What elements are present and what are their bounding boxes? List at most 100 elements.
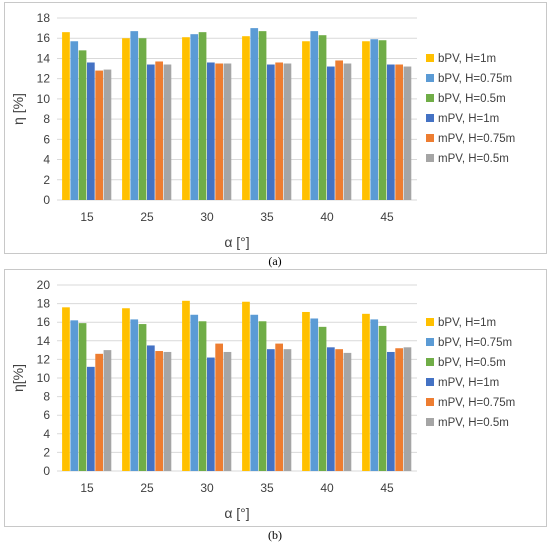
y-tick-label: 6 (43, 408, 50, 422)
y-tick-label: 0 (43, 193, 50, 207)
x-tick-label: 40 (320, 481, 334, 495)
bar (267, 64, 275, 200)
bar (87, 62, 95, 200)
legend-label: bPV, H=0.5m (438, 357, 506, 369)
x-tick-label: 25 (140, 481, 154, 495)
bar (318, 35, 327, 200)
x-tick-label: 45 (380, 481, 394, 495)
bar (122, 38, 130, 200)
chart-panel-b: 0 2 4 6 8 10 12 14 16 18 20 15 25 30 35 40 45 α [°] η[%] bP… (4, 269, 547, 527)
bar (78, 323, 87, 471)
x-axis-title: α [°] (224, 234, 249, 250)
y-tick-label: 12 (37, 72, 51, 86)
bar (190, 314, 199, 471)
bar (362, 313, 370, 471)
bar (147, 345, 155, 471)
bar (190, 34, 199, 200)
legend-label: mPV, H=1m (438, 113, 499, 125)
chart-b-svg: 0 2 4 6 8 10 12 14 16 18 20 15 25 30 35 40 45 α [°] η[%] bP… (10, 278, 515, 521)
bar (378, 325, 387, 471)
bar (370, 39, 379, 200)
y-tick-label: 6 (43, 132, 50, 146)
bar (283, 63, 292, 200)
bar (70, 41, 79, 200)
bar (138, 38, 147, 200)
y-tick-label: 18 (37, 11, 51, 25)
bar (403, 347, 412, 471)
y-tick-label: 8 (43, 112, 50, 126)
bar (275, 343, 283, 471)
legend-label: mPV, H=0.75m (438, 133, 515, 145)
legend-label: bPV, H=0.5m (438, 93, 506, 105)
bar (362, 41, 370, 200)
y-tick-label: 2 (43, 445, 50, 459)
bar (310, 318, 319, 471)
x-tick-label: 35 (260, 210, 274, 224)
bar (182, 37, 190, 200)
bar (103, 69, 112, 200)
chart-a-svg: 0 2 4 6 8 10 12 14 16 18 15 25 30 35 40 45 α [°] η [%] bPV… (10, 11, 515, 250)
bar (283, 349, 292, 471)
legend-label: mPV, H=0.5m (438, 417, 509, 429)
y-tick-label: 14 (37, 51, 51, 65)
x-axis-title: α [°] (224, 505, 249, 521)
bar (138, 324, 147, 471)
bar (403, 66, 412, 201)
legend-swatch (426, 74, 434, 82)
y-tick-label: 16 (37, 31, 51, 45)
legend-label: bPV, H=0.75m (438, 337, 512, 349)
bar (387, 351, 395, 471)
bar (242, 36, 250, 201)
bar (95, 70, 103, 200)
bar (302, 41, 310, 200)
legend-swatch (426, 154, 434, 162)
bar (62, 32, 70, 201)
bar (130, 31, 139, 201)
bar (147, 64, 155, 200)
legend-swatch (426, 318, 434, 326)
legend-swatch (426, 54, 434, 62)
legend-swatch (426, 134, 434, 142)
bar (250, 314, 259, 471)
legend-swatch (426, 398, 434, 406)
y-tick-label: 12 (37, 352, 51, 366)
x-tick-label: 30 (200, 481, 214, 495)
x-tick-label: 35 (260, 481, 274, 495)
bar (343, 63, 352, 200)
bar (95, 353, 103, 471)
bar (215, 343, 223, 471)
y-tick-label: 8 (43, 390, 50, 404)
bar (223, 351, 232, 471)
y-tick-label: 18 (37, 297, 51, 311)
legend-label: mPV, H=0.5m (438, 153, 509, 165)
bar (395, 348, 403, 471)
bar (370, 319, 379, 471)
y-tick-label: 16 (37, 315, 51, 329)
y-tick-label: 0 (43, 464, 50, 478)
bar (122, 308, 130, 471)
y-tick-label: 10 (37, 371, 51, 385)
bar (198, 32, 207, 201)
bar (258, 321, 267, 471)
y-tick-label: 2 (43, 173, 50, 187)
bar (163, 351, 172, 471)
y-tick-label: 10 (37, 92, 51, 106)
bar (62, 307, 70, 471)
bar (327, 66, 335, 201)
legend-swatch (426, 94, 434, 102)
bar (198, 321, 207, 471)
y-tick-label: 4 (43, 427, 50, 441)
bar (242, 301, 250, 471)
y-axis-title: η [%] (10, 93, 26, 125)
bar (378, 40, 387, 200)
x-tick-label: 45 (380, 210, 394, 224)
bar (302, 311, 310, 471)
bar (182, 300, 190, 471)
bar (310, 31, 319, 201)
bar (155, 61, 163, 200)
legend-label: bPV, H=1m (438, 53, 496, 65)
bar (275, 62, 283, 200)
y-tick-label: 14 (37, 334, 51, 348)
x-tick-label: 15 (80, 210, 94, 224)
bar (215, 63, 223, 200)
